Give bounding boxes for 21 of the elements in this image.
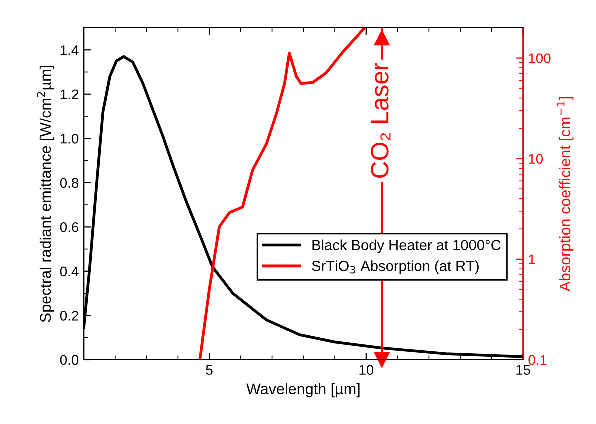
x-tick-label: 10 xyxy=(360,365,374,376)
x-tick-label: 15 xyxy=(516,365,530,376)
y-tick-label: 0.0 xyxy=(60,355,79,366)
legend-label: Black Body Heater at 1000°C xyxy=(312,240,501,254)
y-tick-label: 0.6 xyxy=(60,222,79,232)
y-tick-label: 0.4 xyxy=(60,266,79,277)
y2-tick-label: 0.1 xyxy=(528,355,547,366)
y2-tick-label: 100 xyxy=(529,54,551,64)
y-axis-title: Spectral radiant emittance [W/cm$^{2}$µm] xyxy=(37,66,54,322)
y-tick-label: 1.0 xyxy=(60,134,79,144)
y2-tick-label: 10 xyxy=(529,154,544,164)
x-axis-title: Wavelength [µm] xyxy=(246,383,360,398)
y-tick-label: 0.8 xyxy=(60,178,79,188)
legend-label: SrTiO$_{3}$ Absorption (at RT) xyxy=(312,260,479,274)
y2-axis-title: Absorption coefficient [cm$^{−1}$] xyxy=(556,97,574,292)
y-tick-label: 1.2 xyxy=(60,90,78,100)
y-tick-label: 0.2 xyxy=(60,311,78,321)
y-tick-label: 1.4 xyxy=(60,46,79,56)
ref-line-label: CO₂ Laser xyxy=(371,63,391,178)
y2-tick-label: 1 xyxy=(529,254,536,264)
x-tick-label: 5 xyxy=(206,365,213,376)
